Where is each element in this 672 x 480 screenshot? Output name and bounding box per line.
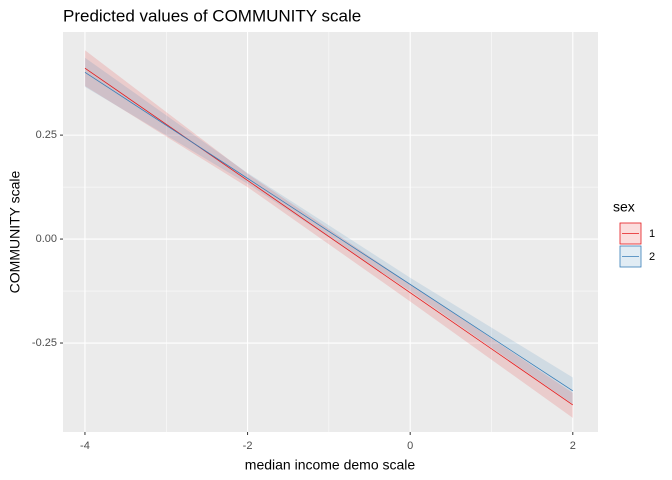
y-axis-label: COMMUNITY scale [7,170,23,293]
x-axis-label: median income demo scale [245,457,416,473]
x-tick-label: 0 [407,440,413,452]
x-tick-label: -2 [243,440,253,452]
line [84,67,574,406]
y-tick-label: 0.00 [36,233,57,245]
x-tick-label: 2 [570,440,576,452]
legend-label: 2 [649,251,655,263]
line [84,71,574,392]
confidence-band [84,50,573,418]
y-tick-label: 0.25 [36,129,57,141]
chart-title: Predicted values of COMMUNITY scale [63,6,361,25]
legend-label: 1 [649,228,655,240]
legend-title: sex [613,199,635,215]
y-tick-label: -0.25 [32,337,57,349]
x-tick-label: -4 [80,440,90,452]
